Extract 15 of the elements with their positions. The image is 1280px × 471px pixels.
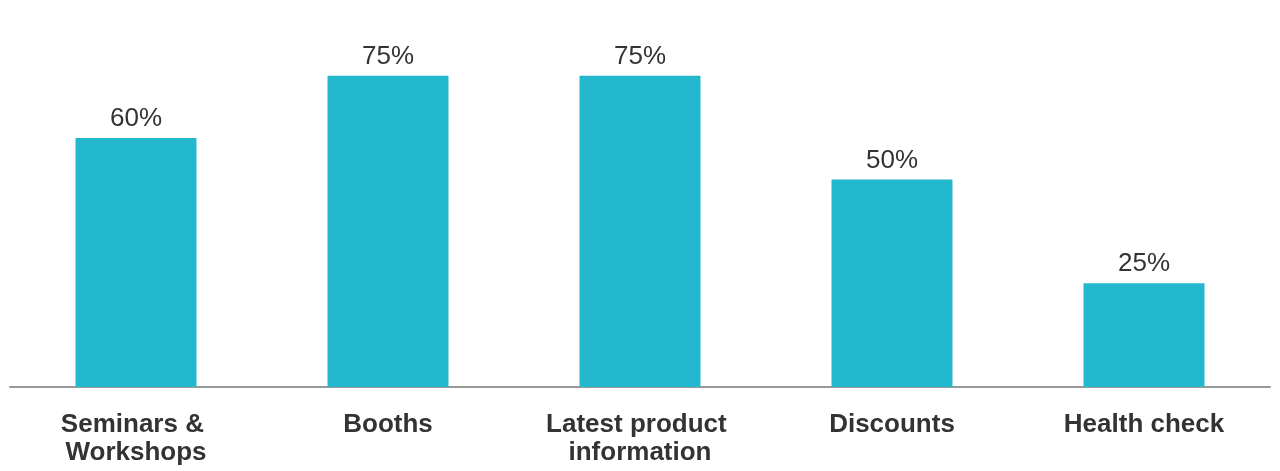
bar <box>1083 283 1205 387</box>
data-label: 75% <box>613 39 667 70</box>
x-tick-label: Seminars & Workshops <box>60 408 212 466</box>
bar <box>831 179 953 387</box>
x-tick-label: Health check <box>1063 408 1225 438</box>
x-tick-label: Discounts <box>829 408 955 438</box>
data-label: 60% <box>109 102 163 132</box>
data-label: 25% <box>1117 247 1171 278</box>
bar <box>579 75 701 387</box>
x-tick-label: Booths <box>343 408 433 438</box>
bar <box>327 75 449 387</box>
x-tick-label: Latest product information <box>546 408 734 466</box>
data-label: 75% <box>361 39 415 70</box>
bar <box>75 138 197 387</box>
data-label: 50% <box>865 143 919 174</box>
